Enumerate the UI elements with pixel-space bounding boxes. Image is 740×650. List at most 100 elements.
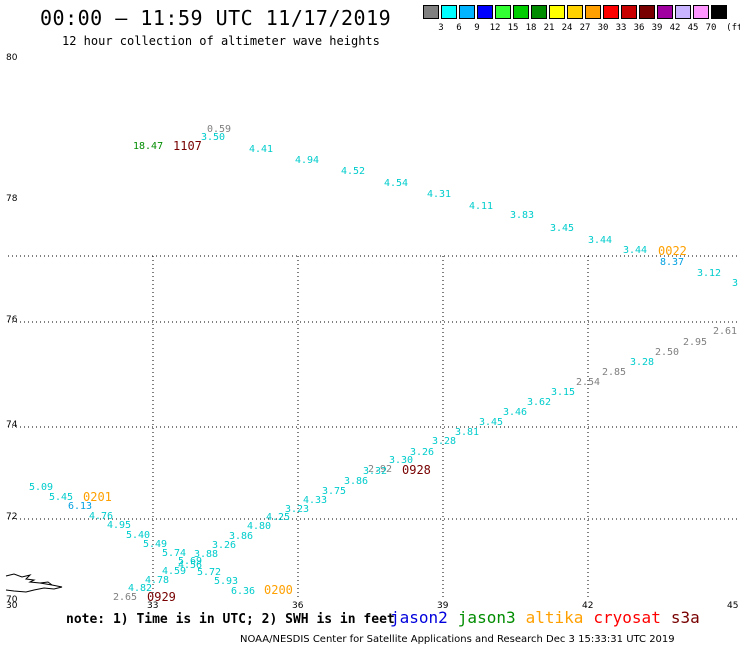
longitude-tick-label: 42: [582, 601, 593, 611]
legend-swatch: [585, 5, 601, 19]
legend-label: 36: [633, 23, 645, 33]
satellite-name: jason3: [457, 608, 516, 627]
wave-height-label: 3.15: [551, 387, 575, 398]
wave-height-label: 3.50: [201, 132, 225, 143]
wave-height-label: 4.76: [89, 511, 113, 522]
credit-line: NOAA/NESDIS Center for Satellite Applica…: [240, 634, 675, 645]
longitude-tick-label: 33: [147, 601, 158, 611]
wave-height-label: 4.41: [249, 144, 273, 155]
legend-label: 21: [543, 23, 555, 33]
footnote: note: 1) Time is in UTC; 2) SWH is in fe…: [66, 612, 395, 627]
legend-label: 6: [456, 23, 462, 33]
wave-height-label: 6.36: [231, 586, 255, 597]
pass-time-label: 0200: [264, 583, 293, 597]
wave-height-label: 3.26: [410, 447, 434, 458]
latitude-tick-label: 76: [6, 315, 18, 325]
legend-swatch: [657, 5, 673, 19]
latitude-tick-label: 72: [6, 512, 17, 522]
wave-height-label: 4.95: [107, 520, 131, 531]
wave-height-label: 3.62: [527, 397, 551, 408]
wave-height-label: 8.37: [660, 257, 684, 268]
legend-swatch: [441, 5, 457, 19]
wave-height-label: 4.52: [341, 166, 365, 177]
pass-time-label: 0201: [83, 490, 112, 504]
wave-height-label: 3.86: [344, 476, 368, 487]
wave-height-label: 2.95: [683, 337, 707, 348]
legend-label: 45: [687, 23, 699, 33]
legend-swatch: [639, 5, 655, 19]
longitude-tick-label: 30: [6, 601, 18, 611]
wave-height-label: 3.30: [389, 455, 413, 466]
legend-label: 12: [489, 23, 501, 33]
wave-height-label: 3.44: [623, 245, 647, 256]
wave-height-label: 5.45: [49, 492, 73, 503]
wave-height-label: 5.93: [214, 576, 238, 587]
legend-label: 42: [669, 23, 681, 33]
wave-height-label: 3.81: [455, 427, 479, 438]
latitude-tick-label: 78: [6, 194, 18, 204]
latitude-tick-label: 70: [6, 595, 18, 605]
legend-unit: (ft): [726, 23, 740, 33]
wave-height-label: 3.44: [588, 235, 612, 246]
legend-swatch: [711, 5, 727, 19]
wave-height-label: 4.56: [178, 560, 202, 571]
wave-height-label: 3.12: [697, 268, 721, 279]
wave-height-label: 5.40: [126, 530, 150, 541]
wave-height-label: 3.32: [363, 466, 387, 477]
legend-swatch: [459, 5, 475, 19]
wave-height-label: 6.13: [68, 501, 92, 512]
satellite-name: s3a: [670, 608, 700, 627]
legend-swatch: [495, 5, 511, 19]
wave-height-label: 3.75: [322, 486, 346, 497]
legend-swatch: [621, 5, 637, 19]
wave-height-label: 2.65: [113, 592, 137, 603]
wave-height-label: 4.25: [266, 512, 290, 523]
map-title: 00:00 – 11:59 UTC 11/17/2019: [40, 6, 392, 30]
wave-height-label: 2.50: [655, 347, 679, 358]
legend-label: 39: [651, 23, 663, 33]
lat-lon-grid: [8, 255, 740, 600]
wave-height-label: 3: [732, 278, 738, 289]
wave-height-label: 18.47: [133, 141, 163, 152]
wave-height-label: 4.80: [247, 521, 271, 532]
wave-height-label: 3.28: [432, 436, 456, 447]
coastline: [5, 573, 63, 593]
wave-height-label: 2.54: [576, 377, 600, 388]
longitude-tick-label: 36: [292, 601, 304, 611]
longitude-tick-label: 45: [727, 601, 738, 611]
wave-height-label: 3.45: [479, 417, 503, 428]
wave-height-label: 3.28: [630, 357, 654, 368]
satellite-legend: jason2 jason3 altika cryosat s3a: [390, 608, 710, 627]
wave-height-label: 4.59: [162, 566, 186, 577]
wave-height-label: 4.78: [145, 575, 169, 586]
wave-height-label: 4.33: [303, 495, 327, 506]
legend-swatch: [549, 5, 565, 19]
legend-swatch: [477, 5, 493, 19]
legend-label: 18: [525, 23, 537, 33]
wave-height-label: 4.54: [384, 178, 408, 189]
legend-label: 3: [438, 23, 444, 33]
legend-swatch: [603, 5, 619, 19]
legend-swatch: [567, 5, 583, 19]
legend-swatch: [513, 5, 529, 19]
wave-height-label: 4.31: [427, 189, 451, 200]
wave-height-label: 3.46: [503, 407, 527, 418]
wave-height-label: 5.72: [197, 567, 221, 578]
pass-time-label: 0928: [402, 463, 431, 477]
legend-swatch: [531, 5, 547, 19]
legend-swatch: [423, 5, 439, 19]
satellite-name: jason2: [390, 608, 448, 627]
longitude-tick-label: 39: [437, 601, 449, 611]
wave-height-label: 4.82: [128, 583, 152, 594]
wave-height-label: 3.26: [212, 540, 236, 551]
map-subtitle: 12 hour collection of altimeter wave hei…: [62, 34, 380, 48]
wave-height-label: 4.11: [469, 201, 493, 212]
satellite-name: altika: [525, 608, 584, 627]
satellite-name: cryosat: [593, 608, 661, 627]
legend-swatch: [693, 5, 709, 19]
pass-time-label: 0929: [147, 590, 176, 604]
wave-height-label: 5.49: [143, 539, 167, 550]
wave-height-label: 4.94: [295, 155, 319, 166]
legend-label: 30: [597, 23, 609, 33]
